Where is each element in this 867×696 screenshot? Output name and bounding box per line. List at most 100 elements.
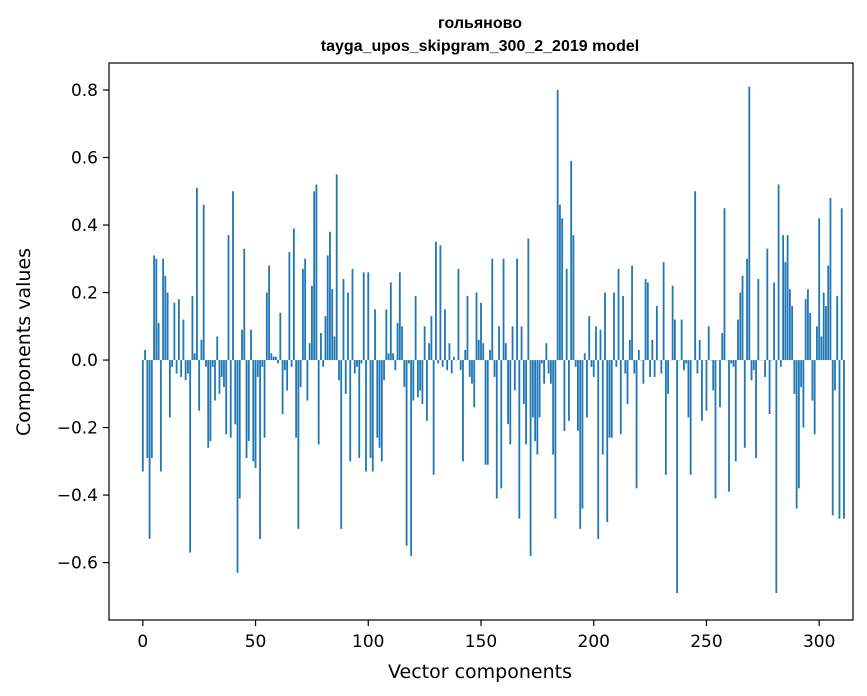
bar bbox=[601, 360, 604, 455]
y-axis: −0.6 −0.4 −0.2 0.0 0.2 0.4 0.6 0.8 bbox=[57, 81, 109, 574]
x-tick-label: 150 bbox=[465, 632, 497, 652]
bar bbox=[491, 258, 494, 361]
bar bbox=[259, 360, 261, 539]
bar bbox=[559, 204, 561, 361]
y-tick-label: 0.6 bbox=[71, 149, 98, 169]
bar bbox=[223, 360, 225, 388]
bar bbox=[608, 360, 611, 438]
bar bbox=[489, 349, 491, 361]
bar bbox=[286, 360, 289, 391]
bar bbox=[265, 292, 268, 361]
bar bbox=[836, 295, 839, 361]
bar bbox=[480, 302, 482, 361]
bar bbox=[344, 360, 347, 394]
bar bbox=[254, 360, 257, 469]
bar bbox=[268, 265, 270, 361]
bar bbox=[829, 198, 832, 361]
y-tick-label: −0.2 bbox=[57, 419, 98, 439]
bar bbox=[435, 241, 437, 361]
bar bbox=[797, 360, 800, 489]
bar bbox=[773, 282, 775, 361]
bar bbox=[196, 187, 198, 361]
bar bbox=[680, 319, 683, 361]
bar bbox=[570, 160, 573, 361]
bar bbox=[205, 360, 207, 367]
bar bbox=[457, 268, 460, 361]
bar bbox=[777, 184, 780, 361]
bar bbox=[468, 360, 471, 377]
bar bbox=[604, 292, 606, 361]
bar bbox=[786, 235, 789, 361]
bar bbox=[187, 360, 189, 374]
bar bbox=[768, 360, 771, 415]
bar bbox=[425, 360, 428, 421]
bar bbox=[502, 258, 505, 361]
bar bbox=[407, 360, 410, 364]
bar bbox=[374, 309, 376, 361]
bar bbox=[362, 272, 365, 361]
bar bbox=[606, 360, 609, 523]
bar bbox=[351, 268, 354, 361]
bar bbox=[696, 360, 699, 374]
bar bbox=[173, 302, 176, 361]
bar bbox=[148, 360, 151, 539]
bar bbox=[232, 191, 234, 361]
bar bbox=[191, 295, 194, 361]
bar bbox=[610, 360, 613, 438]
bar bbox=[184, 360, 187, 381]
bar bbox=[324, 316, 327, 361]
bar bbox=[387, 353, 390, 361]
bar bbox=[671, 285, 674, 361]
bar bbox=[150, 360, 153, 458]
bar bbox=[416, 360, 419, 398]
bar bbox=[419, 360, 422, 391]
bar bbox=[421, 360, 424, 404]
bar bbox=[331, 289, 334, 361]
bar bbox=[335, 174, 338, 361]
bar bbox=[311, 285, 313, 361]
bar bbox=[511, 326, 514, 361]
bar bbox=[653, 360, 656, 377]
bar bbox=[306, 360, 309, 401]
bar bbox=[207, 360, 210, 448]
y-tick-label: 0.2 bbox=[71, 284, 98, 304]
bar bbox=[795, 360, 798, 509]
bar bbox=[214, 360, 216, 401]
x-tick-label: 100 bbox=[352, 632, 384, 652]
bar-series bbox=[141, 86, 845, 593]
bar bbox=[498, 326, 500, 361]
bar bbox=[369, 360, 372, 458]
bar bbox=[500, 360, 503, 489]
bar bbox=[811, 360, 814, 401]
bar bbox=[146, 360, 149, 458]
bar bbox=[813, 360, 816, 435]
bar bbox=[737, 319, 739, 361]
x-tick-label: 0 bbox=[137, 632, 148, 652]
bar bbox=[552, 360, 555, 455]
bar bbox=[588, 316, 591, 361]
bar bbox=[840, 208, 843, 361]
x-axis-label: Vector components bbox=[388, 661, 572, 683]
bar bbox=[549, 360, 552, 384]
bar bbox=[177, 299, 180, 361]
bar bbox=[518, 360, 521, 519]
bar bbox=[403, 360, 406, 388]
bar bbox=[743, 360, 746, 448]
y-tick-label: −0.6 bbox=[57, 554, 98, 574]
bar bbox=[250, 329, 252, 361]
bar bbox=[538, 360, 541, 418]
bar bbox=[439, 245, 442, 361]
x-tick-label: 300 bbox=[803, 632, 835, 652]
bar bbox=[414, 295, 417, 361]
bar bbox=[599, 329, 602, 361]
bar bbox=[619, 360, 622, 435]
bar bbox=[689, 360, 692, 475]
bar bbox=[462, 360, 464, 462]
bar bbox=[527, 238, 530, 361]
bar bbox=[392, 353, 394, 361]
bar bbox=[202, 204, 205, 361]
bar bbox=[507, 360, 509, 425]
bar bbox=[513, 360, 516, 391]
bar bbox=[153, 255, 155, 361]
